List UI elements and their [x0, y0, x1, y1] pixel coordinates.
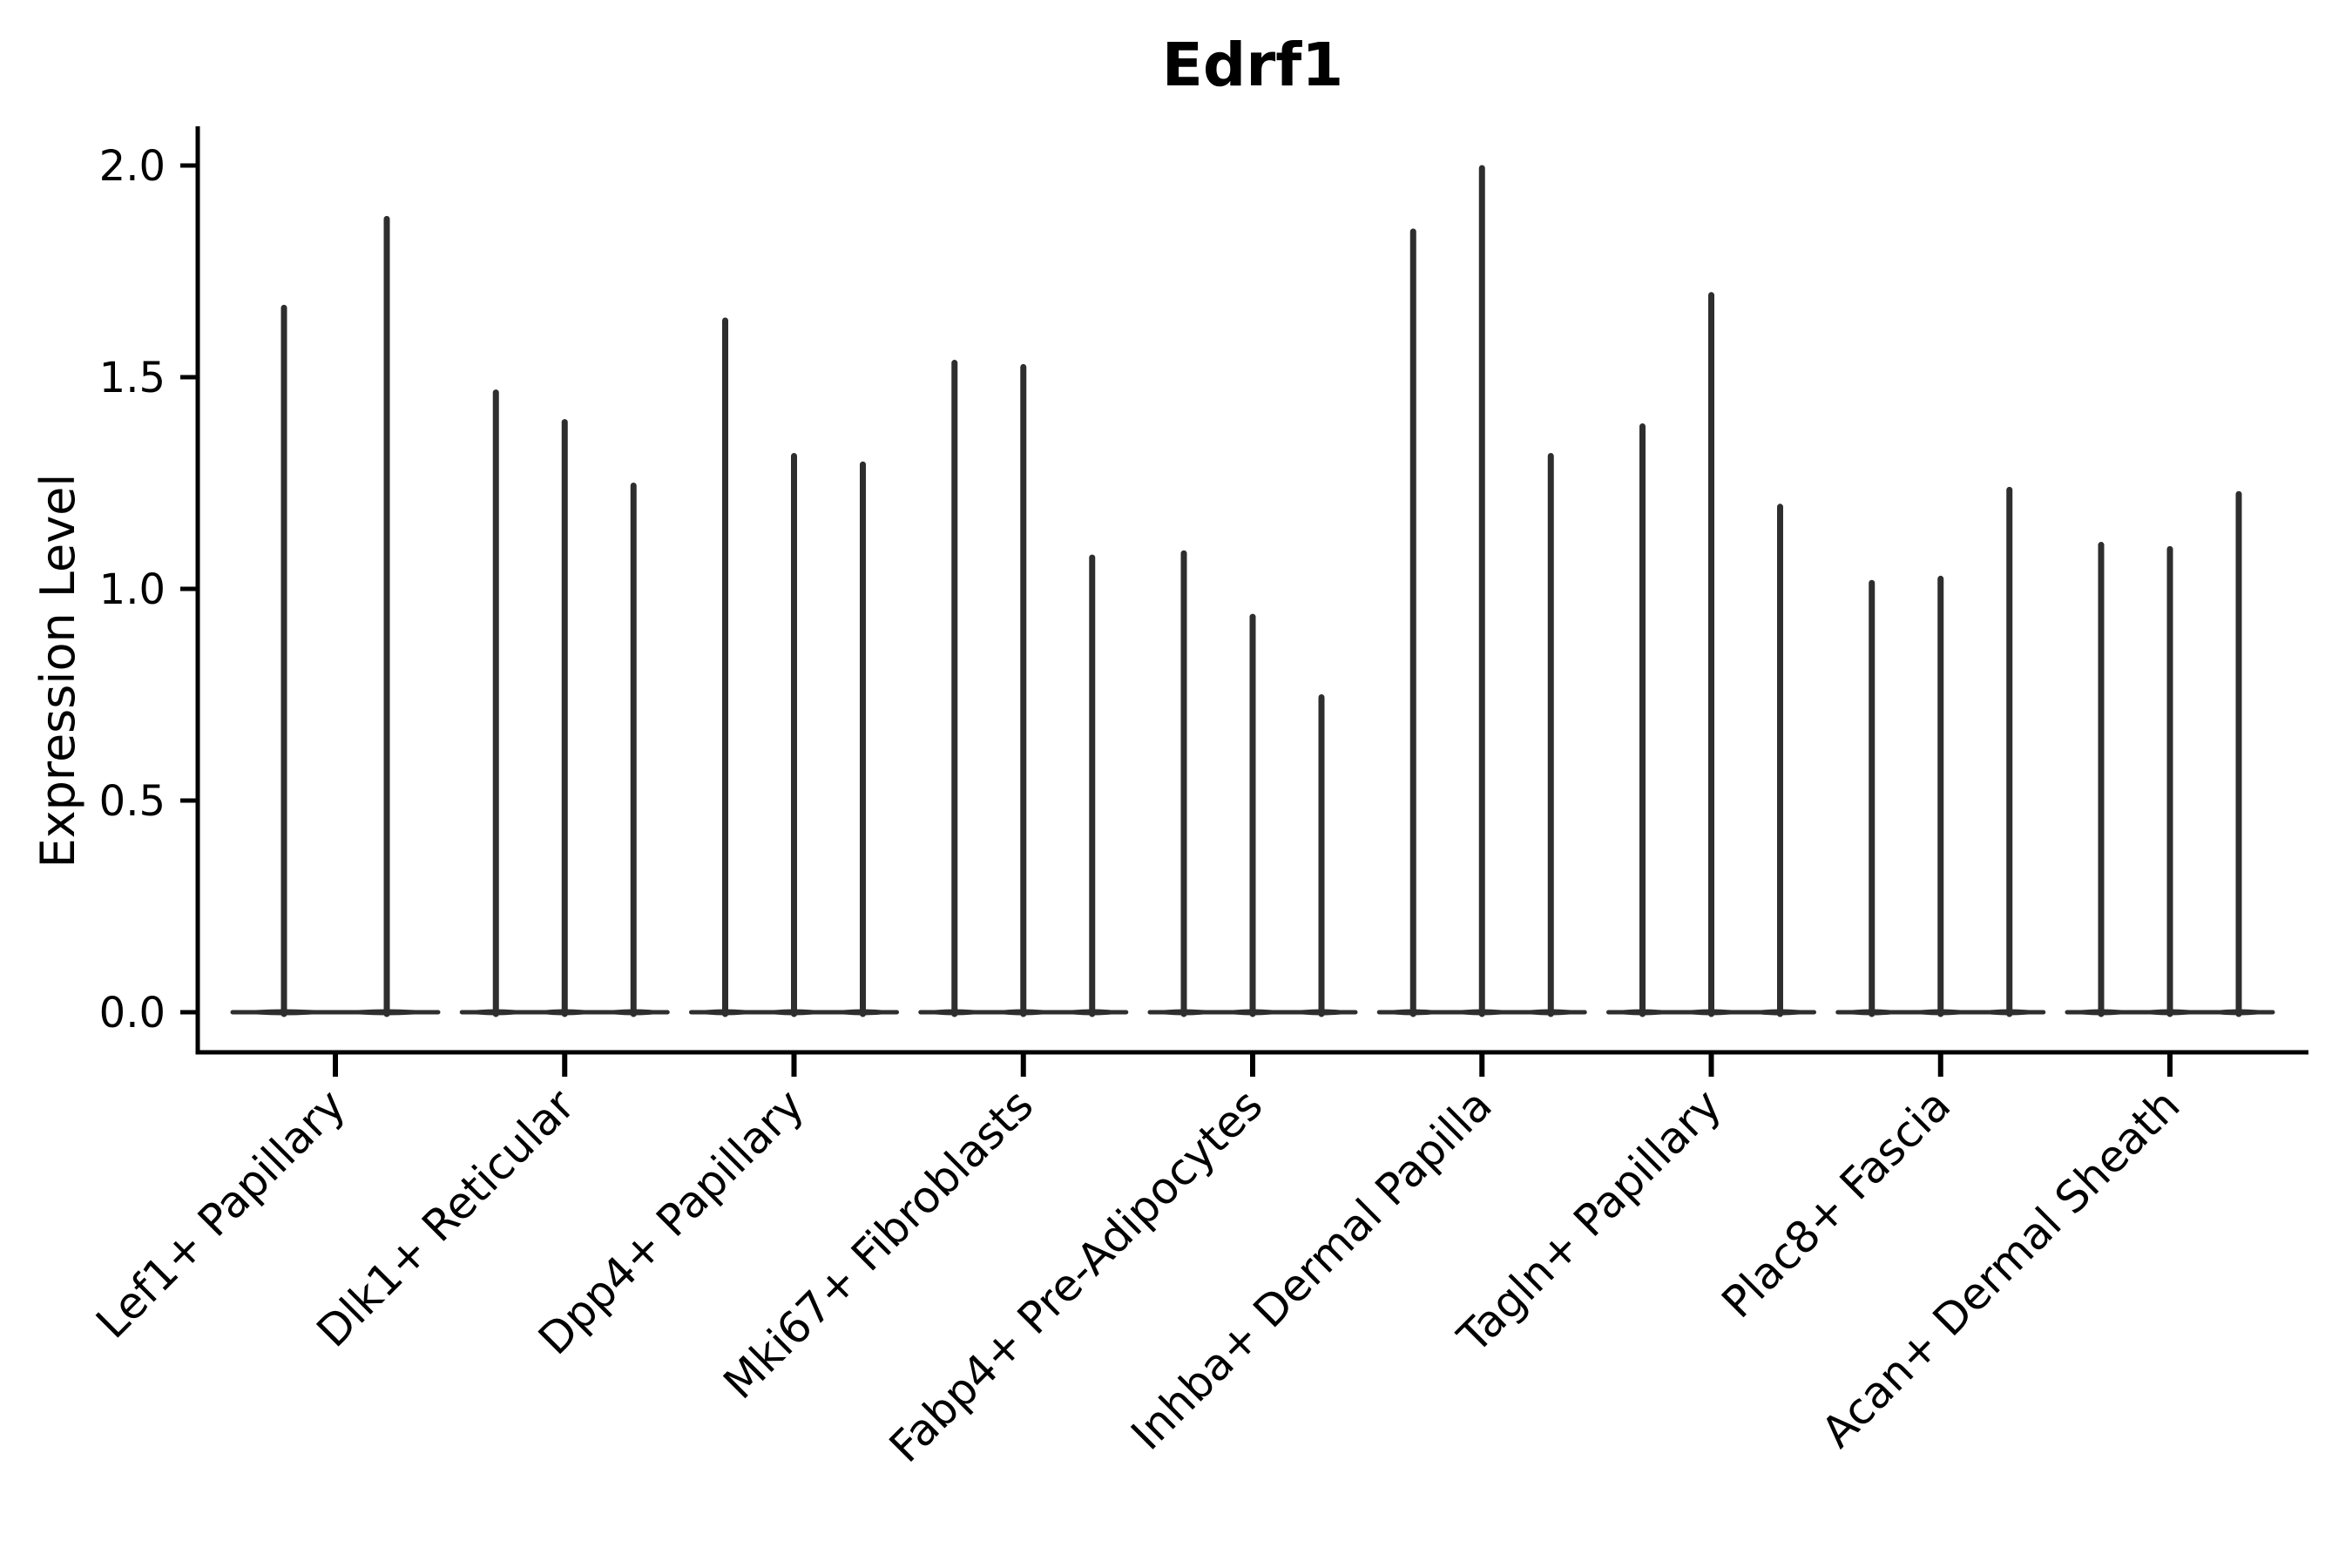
violin-group — [1376, 165, 1588, 1017]
y-tick-label: 1.0 — [99, 565, 166, 614]
y-tick-label: 0.5 — [99, 777, 166, 826]
violins — [230, 165, 2275, 1017]
y-axis-label: Expression Level — [30, 474, 85, 868]
violin-group — [2065, 490, 2275, 1017]
violin-group — [1147, 550, 1358, 1017]
violin-group — [230, 215, 441, 1017]
chart-title: Edrf1 — [1162, 30, 1344, 100]
y-tick-label: 0.0 — [99, 989, 166, 1037]
y-tick-label: 2.0 — [99, 142, 166, 191]
y-tick-label: 1.5 — [99, 354, 166, 402]
x-tick-label: Plac8+ Fascia — [1713, 1079, 1961, 1328]
violin-group — [459, 389, 671, 1017]
violin-group — [1605, 292, 1817, 1017]
violin-group — [1835, 486, 2046, 1017]
violin-group — [688, 317, 900, 1017]
x-tick-label: Lef1+ Papillary — [86, 1079, 355, 1348]
x-tick-label: Fabp4+ Pre-Adipocytes — [880, 1079, 1273, 1472]
y-axis-ticks: 0.0 0.5 1.0 1.5 2.0 — [99, 142, 198, 1037]
violin-group — [917, 360, 1129, 1017]
x-axis-ticks — [333, 1052, 2173, 1077]
